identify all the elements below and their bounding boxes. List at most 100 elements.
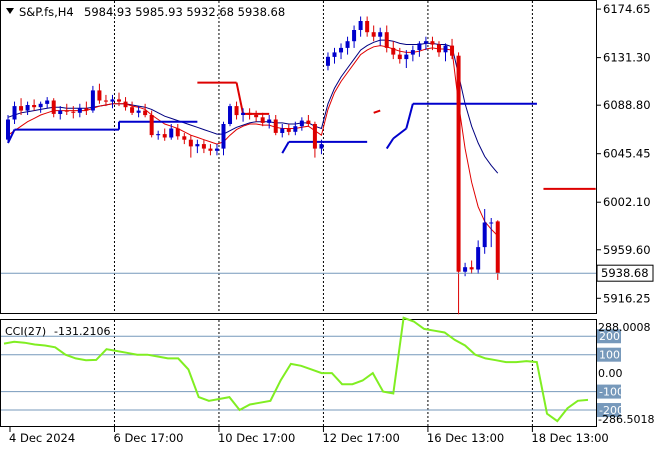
candle-body	[117, 99, 122, 102]
candle-body	[495, 221, 500, 274]
candle-body	[84, 108, 89, 111]
candle-body	[25, 105, 30, 111]
x-tick-label: 4 Dec 2024	[9, 431, 75, 445]
cci-tick-label: -286.5018	[598, 413, 654, 426]
trailing-stop-segment	[392, 127, 407, 140]
candle-body	[195, 144, 200, 147]
candle-body	[332, 52, 337, 57]
candle-body	[345, 41, 350, 48]
candle-body	[221, 124, 226, 149]
moving-average-line	[7, 45, 499, 237]
cci-level-box	[597, 347, 621, 362]
main-panel-frame	[0, 0, 597, 314]
y-tick-label: 6088.80	[603, 98, 651, 112]
y-tick-label: 6131.30	[603, 51, 651, 65]
candle-body	[90, 90, 95, 111]
cci-level-label: -200	[599, 404, 624, 417]
moving-average-line	[7, 39, 499, 174]
cci-level-lines	[1, 335, 596, 411]
candle-body	[19, 106, 24, 111]
cci-panel-frame	[0, 319, 597, 427]
trailing-stop-segment	[7, 129, 16, 144]
candle-body	[136, 110, 141, 113]
candle-body	[6, 119, 10, 140]
candle-body	[365, 21, 370, 33]
x-tick-label: 12 Dec 17:00	[322, 431, 399, 445]
candle-body	[162, 134, 167, 138]
candle-body	[45, 100, 50, 104]
candle-body	[463, 267, 468, 272]
candle-body	[397, 54, 402, 60]
candle-body	[241, 112, 246, 115]
candle-body	[293, 126, 298, 132]
x-tick-label: 6 Dec 17:00	[113, 431, 183, 445]
cci-current-value: -131.2106	[54, 325, 110, 338]
cci-tick-label: 0.00	[598, 367, 623, 380]
candle-body	[384, 32, 389, 48]
candle-body	[358, 21, 363, 30]
candle-body	[51, 100, 56, 114]
candle-body	[476, 247, 481, 270]
candle-body	[280, 128, 285, 133]
trailing-stop-lines	[7, 81, 596, 190]
x-tick-label: 18 Dec 13:00	[531, 431, 608, 445]
candle-body	[260, 117, 265, 123]
candle-body	[417, 43, 422, 51]
candle-body	[450, 45, 455, 56]
candle-body	[156, 134, 161, 136]
y-tick-label: 6002.10	[603, 195, 651, 209]
candle-body	[234, 106, 239, 116]
candle-body	[312, 124, 317, 149]
candle-body	[143, 110, 148, 116]
cci-series-line	[3, 316, 589, 423]
candle-body	[182, 136, 187, 140]
candle-body	[325, 56, 330, 66]
cci-tick-label: 288.0008	[598, 321, 651, 334]
candle-body	[188, 139, 193, 147]
candle-body	[208, 148, 213, 151]
candle-body	[201, 144, 206, 149]
ohlc-values: 5984.93 5985.93 5932.68 5938.68	[84, 5, 285, 19]
cci-level-box	[597, 403, 621, 418]
candle-body	[123, 101, 128, 108]
candle-body	[58, 110, 63, 114]
y-tick-label: 6174.65	[603, 2, 651, 16]
x-tick-label: 10 Dec 17:00	[218, 431, 295, 445]
moving-averages	[7, 39, 499, 237]
candle-body	[130, 107, 135, 113]
candle-body	[12, 106, 17, 120]
candle-body	[267, 119, 272, 123]
candle-body	[64, 110, 69, 112]
candle-body	[77, 108, 82, 113]
candle-body	[371, 32, 376, 37]
candle-body	[378, 32, 383, 37]
candle-body	[423, 41, 428, 44]
time-axis: 4 Dec 2024 6 Dec 17:00 10 Dec 17:00 12 Dec …	[9, 427, 609, 445]
cci-level-label: -100	[599, 386, 624, 399]
candle-body	[339, 47, 344, 53]
collapse-triangle-icon[interactable]	[6, 8, 14, 14]
candle-body	[254, 115, 259, 118]
candle-body	[299, 120, 304, 127]
candle-body	[319, 144, 324, 149]
candle-body	[404, 54, 409, 60]
candle-body	[214, 148, 219, 151]
current-price-label-box	[596, 264, 654, 282]
trailing-stop-segment	[373, 109, 381, 114]
y-tick-label: 5916.25	[603, 291, 651, 305]
candle-body	[306, 120, 311, 124]
candle-body	[97, 90, 102, 101]
period-separators	[113, 1, 533, 426]
price-axis: 6174.65 6131.30 6088.80 6045.45 6002.10 5959.…	[597, 2, 651, 305]
candle-body	[103, 100, 108, 102]
trailing-stop-segment	[281, 141, 290, 154]
candle-body	[456, 55, 461, 272]
candle-body	[247, 112, 252, 115]
current-price-label: 5938.68	[601, 266, 649, 280]
candle-body	[391, 47, 396, 55]
candle-body	[430, 41, 435, 45]
candle-body	[149, 115, 154, 136]
x-tick-label: 16 Dec 13:00	[427, 431, 504, 445]
